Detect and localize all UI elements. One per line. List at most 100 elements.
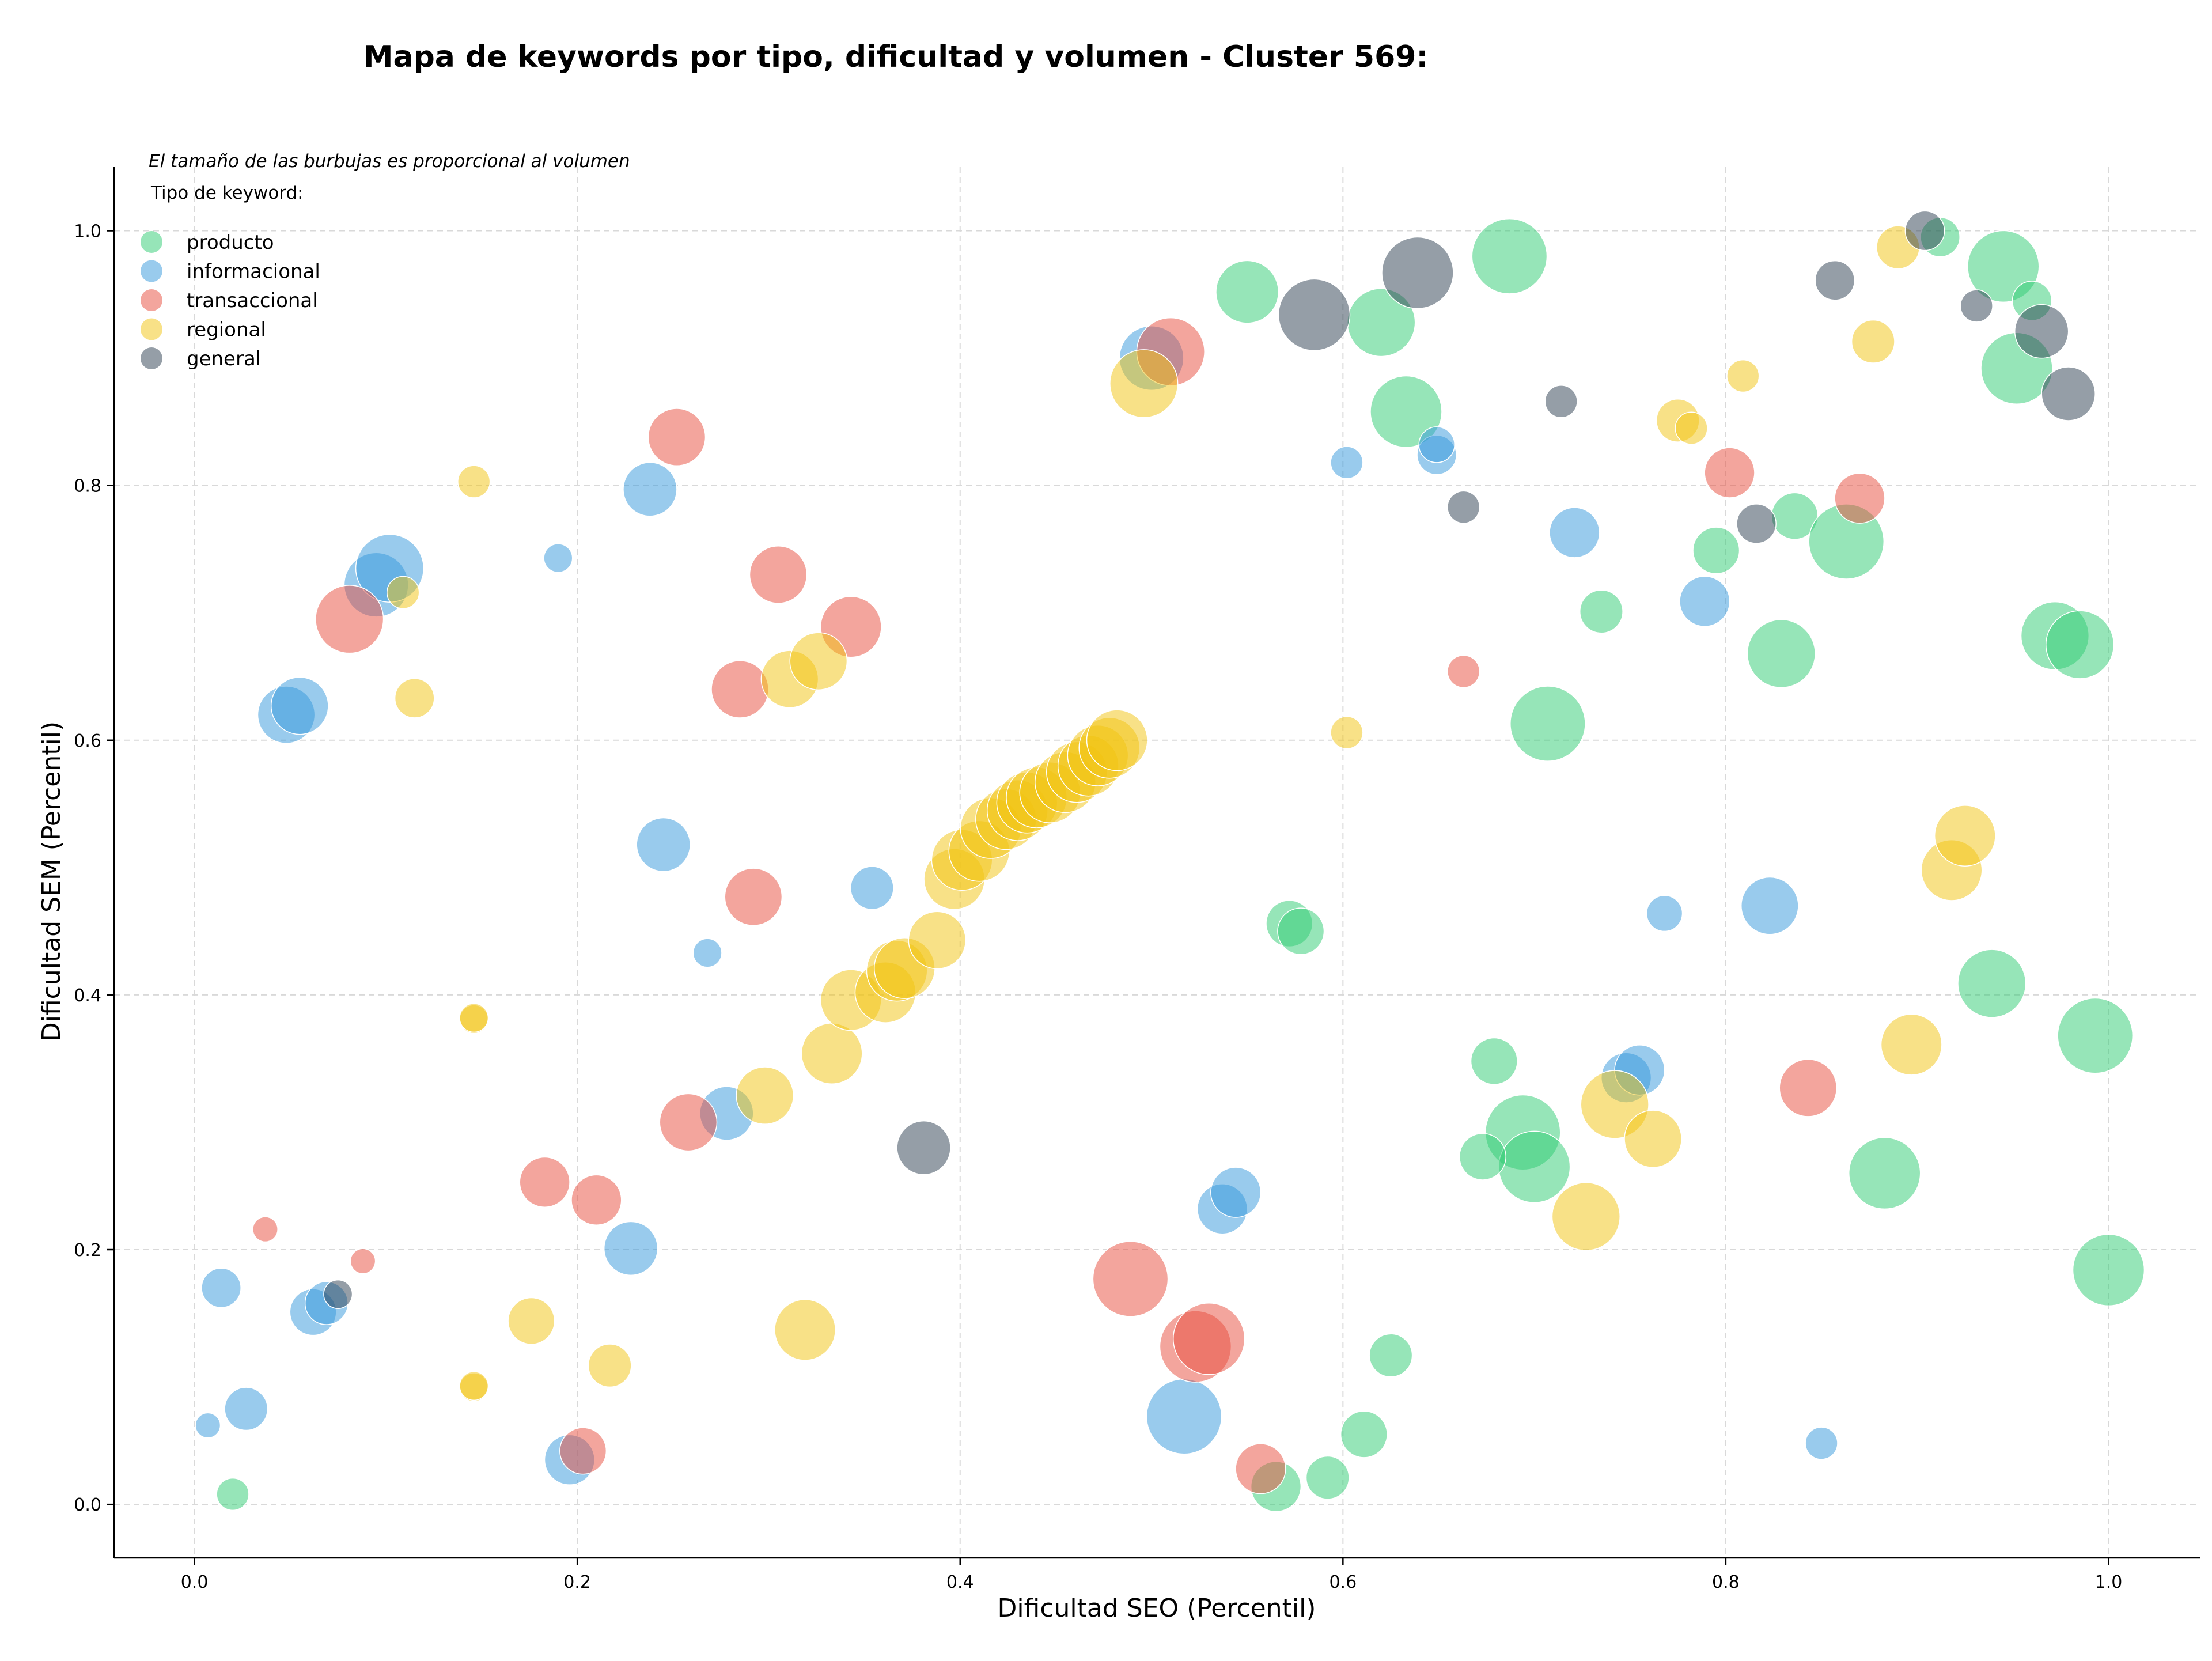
legend-title: Tipo de keyword: <box>150 183 304 203</box>
bubble-regional <box>908 911 967 970</box>
bubble-general <box>1447 490 1480 524</box>
bubble-informacional <box>1805 1427 1838 1460</box>
bubble-informacional <box>1418 426 1455 463</box>
bubble-informacional <box>1330 446 1363 479</box>
series-informacional <box>195 326 1838 1485</box>
bubble-informacional <box>1146 1378 1222 1455</box>
bubble-regional <box>459 1371 489 1401</box>
bubble-transaccional <box>1172 1303 1245 1375</box>
bubble-regional <box>1086 709 1148 771</box>
bubble-producto <box>216 1477 249 1511</box>
bubble-transaccional <box>749 546 808 604</box>
bubble-producto <box>1340 1410 1388 1458</box>
bubble-regional <box>1109 349 1179 418</box>
bubble-transaccional <box>1235 1443 1286 1494</box>
axis-ticks: 0.0 0.2 0.4 0.6 0.8 1.0 0.0 0.2 0.4 0.6 0.8 1.0 <box>74 222 2122 1592</box>
bubble-regional <box>801 1023 863 1085</box>
bubble-transaccional <box>1447 654 1480 688</box>
bubble-general <box>1544 385 1578 418</box>
bubble-regional <box>1880 1013 1942 1076</box>
y-tick-label: 0.6 <box>74 731 101 751</box>
bubble-transaccional <box>659 1093 718 1152</box>
y-axis-label: Dificultad SEM (Percentil) <box>37 721 66 1042</box>
bubble-regional <box>457 465 491 498</box>
x-tick-label: 0.4 <box>946 1572 974 1592</box>
y-tick-label: 1.0 <box>74 222 101 242</box>
bubble-general <box>1815 260 1855 301</box>
bubble-informacional <box>270 676 329 735</box>
bubble-informacional <box>623 462 677 517</box>
legend-label-general: general <box>187 347 261 370</box>
legend: producto informacional transaccional region… <box>141 231 320 370</box>
y-tick-label: 0.8 <box>74 476 101 497</box>
bubble-regional <box>1330 716 1363 750</box>
bubble-regional <box>588 1344 632 1388</box>
bubble-regional <box>1934 805 1996 867</box>
bubble-informacional <box>1646 895 1683 932</box>
bubble-regional <box>774 1299 836 1361</box>
y-tick-label: 0.2 <box>74 1240 101 1261</box>
bubble-producto <box>1459 1133 1506 1181</box>
bubble-regional <box>507 1297 555 1345</box>
bubble-transaccional <box>724 868 783 926</box>
y-tick-label: 0.4 <box>74 986 101 1006</box>
x-axis-label: Dificultad SEO (Percentil) <box>998 1594 1316 1623</box>
bubble-general <box>1960 289 1993 323</box>
bubble-transaccional <box>252 1216 278 1243</box>
bubble-informacional <box>543 543 573 573</box>
bubble-transaccional <box>519 1156 570 1208</box>
bubble-informacional <box>201 1267 241 1308</box>
bubble-producto <box>1305 1455 1350 1500</box>
chart-title: Mapa de keywords por tipo, dificultad y … <box>363 40 1429 74</box>
bubble-producto <box>1692 527 1740 574</box>
bubble-transaccional <box>647 408 706 467</box>
legend-swatch-informacional <box>141 260 162 282</box>
y-tick-label: 0.0 <box>74 1495 101 1515</box>
x-tick-label: 0.2 <box>563 1572 591 1592</box>
bubble-informacional <box>195 1412 221 1439</box>
bubble-general <box>2041 366 2096 421</box>
grid <box>114 167 2200 1558</box>
bubble-transaccional <box>1704 447 1755 498</box>
bubble-regional <box>1551 1182 1620 1251</box>
bubble-regional <box>1675 411 1708 445</box>
bubble-general <box>1736 504 1777 544</box>
bubble-producto <box>1370 375 1442 448</box>
bubble-producto <box>2072 1234 2145 1307</box>
series-producto <box>216 217 2145 1512</box>
bubble-regional <box>736 1066 794 1125</box>
bubble-informacional <box>692 938 722 968</box>
bubble-transaccional <box>571 1174 622 1225</box>
bubble-general <box>896 1120 951 1175</box>
legend-label-informacional: informacional <box>187 260 320 283</box>
bubble-producto <box>1277 907 1325 955</box>
bubble-regional <box>789 632 848 691</box>
bubble-informacional <box>1740 876 1799 935</box>
bubble-regional <box>1851 319 1895 364</box>
bubble-producto <box>1470 1037 1518 1085</box>
bubble-general <box>2014 304 2069 359</box>
bubble-transaccional <box>711 660 769 718</box>
bubble-transaccional <box>559 1427 607 1475</box>
legend-swatch-general <box>141 347 162 369</box>
bubble-informacional <box>850 866 894 910</box>
series-general <box>323 210 2096 1309</box>
bubble-general <box>1904 210 1945 251</box>
bubble-informacional <box>1549 507 1600 558</box>
legend-swatch-regional <box>141 318 162 340</box>
bubble-producto <box>1471 218 1548 294</box>
bubble-producto <box>1510 686 1586 762</box>
bubble-informacional <box>603 1221 658 1276</box>
bubble-informacional <box>1679 576 1730 627</box>
x-tick-label: 0.6 <box>1329 1572 1357 1592</box>
bubble-general <box>1381 236 1454 309</box>
bubble-producto <box>2057 997 2134 1074</box>
bubble-producto <box>1957 949 2027 1018</box>
legend-label-producto: producto <box>187 231 274 254</box>
bubble-transaccional <box>1834 472 1885 524</box>
bubble-regional <box>394 678 435 718</box>
series-regional <box>387 225 1996 1402</box>
bubble-producto <box>1369 1333 1413 1378</box>
bubble-informacional <box>636 817 691 872</box>
